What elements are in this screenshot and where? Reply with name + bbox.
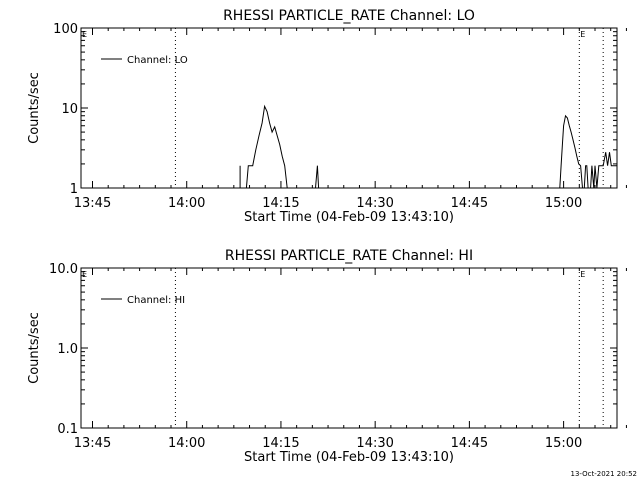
series-line — [245, 104, 301, 188]
event-marker-label: E — [580, 30, 585, 39]
plot-frame — [80, 267, 618, 429]
y-tick-label: 100 — [53, 22, 78, 37]
event-marker-label: E — [82, 30, 87, 39]
x-axis-label: Start Time (04-Feb-09 13:43:10) — [244, 450, 454, 465]
x-tick-label: 14:45 — [451, 436, 488, 451]
x-tick-label: 15:00 — [545, 436, 582, 451]
series-line — [559, 114, 584, 188]
y-axis-label: Counts/sec — [27, 72, 42, 144]
y-tick-label: 0.1 — [57, 422, 78, 437]
y-tick-label: 10.0 — [49, 262, 78, 277]
y-axis-label: Counts/sec — [27, 312, 42, 384]
series-line — [590, 152, 617, 188]
x-tick-label: 13:45 — [74, 436, 111, 451]
plot-frame — [80, 27, 618, 189]
footer-timestamp: 13-Oct-2021 20:52 — [571, 470, 637, 478]
x-axis-label: Start Time (04-Feb-09 13:43:10) — [244, 210, 454, 225]
chart-panel-lo: RHESSI PARTICLE_RATE Channel: LO 1 10 100 13… — [27, 8, 640, 225]
x-tick-label: 13:45 — [74, 196, 111, 211]
x-tick-label: 14:30 — [356, 436, 393, 451]
event-marker-label: E — [580, 270, 585, 279]
x-tick-label: 14:15 — [262, 436, 299, 451]
x-tick-label: 14:45 — [451, 196, 488, 211]
x-tick-label: 14:15 — [262, 196, 299, 211]
legend-label: Channel: HI — [127, 295, 185, 306]
series-group — [239, 104, 617, 188]
chart-title: RHESSI PARTICLE_RATE Channel: LO — [223, 8, 475, 24]
chart-panel-hi: RHESSI PARTICLE_RATE Channel: HI 0.1 1.0 10… — [27, 248, 640, 465]
legend-label: Channel: LO — [127, 55, 188, 66]
x-tick-label: 14:00 — [168, 436, 205, 451]
x-tick-label: 15:00 — [545, 196, 582, 211]
series-line — [583, 165, 589, 188]
y-tick-label: 10 — [61, 102, 78, 117]
x-tick-label: 14:30 — [356, 196, 393, 211]
series-line — [315, 165, 320, 188]
y-tick-label: 1.0 — [57, 342, 78, 357]
event-marker-label: E — [82, 270, 87, 279]
y-tick-label: 1 — [70, 182, 78, 197]
chart-title: RHESSI PARTICLE_RATE Channel: HI — [225, 248, 473, 264]
x-tick-label: 14:00 — [168, 196, 205, 211]
